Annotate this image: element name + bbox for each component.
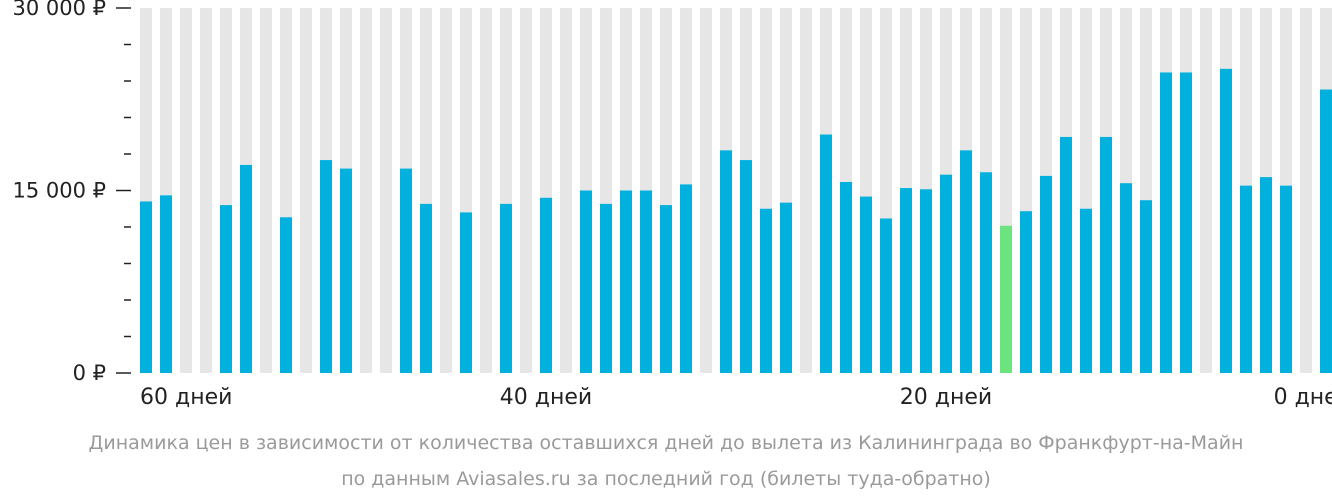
bar-slot-background (1300, 8, 1312, 373)
bar[interactable] (1260, 177, 1272, 373)
bar[interactable] (980, 172, 992, 373)
bar[interactable] (340, 168, 352, 373)
bar[interactable] (400, 168, 412, 373)
bar[interactable] (1160, 72, 1172, 373)
caption-line-2: по данным Aviasales.ru за последний год … (341, 468, 991, 490)
bars (140, 68, 1332, 374)
bar-slot-background (360, 8, 372, 373)
bar[interactable] (960, 150, 972, 373)
bar[interactable] (240, 164, 252, 373)
bar[interactable] (600, 203, 612, 373)
y-tick-label: 15 000 ₽ (12, 179, 106, 203)
bar-cheapest[interactable] (1000, 225, 1012, 373)
x-axis: 60 дней 40 дней 20 дней 0 дней (140, 385, 1332, 410)
bar[interactable] (1080, 208, 1092, 373)
bar-slot-background (440, 8, 452, 373)
bar-slot-background (380, 8, 392, 373)
bar[interactable] (1100, 136, 1112, 373)
x-tick-label: 20 дней (900, 385, 992, 410)
x-tick-label: 0 дней (1274, 385, 1332, 410)
bar[interactable] (1280, 185, 1292, 373)
bar[interactable] (140, 201, 152, 373)
bar[interactable] (160, 195, 172, 373)
bar[interactable] (280, 217, 292, 373)
bar-slot-background (700, 8, 712, 373)
bar[interactable] (660, 205, 672, 373)
bar[interactable] (780, 202, 792, 373)
bar[interactable] (900, 188, 912, 373)
bar[interactable] (1140, 200, 1152, 373)
bar[interactable] (640, 190, 652, 374)
caption-line-1: Динамика цен в зависимости от количества… (88, 432, 1244, 454)
bar[interactable] (1240, 185, 1252, 373)
bar[interactable] (920, 189, 932, 373)
y-axis: 30 000 ₽ 15 000 ₽ 0 ₽ (12, 0, 131, 385)
bar[interactable] (760, 208, 772, 373)
bar[interactable] (740, 160, 752, 373)
bar[interactable] (680, 184, 692, 373)
bar-slot-background (1200, 8, 1212, 373)
bar[interactable] (220, 205, 232, 373)
slot-backgrounds (140, 8, 1332, 373)
y-tick-label: 0 ₽ (73, 361, 106, 385)
bar-slot-background (300, 8, 312, 373)
bar[interactable] (420, 203, 432, 373)
bar[interactable] (720, 150, 732, 373)
x-tick-label: 40 дней (500, 385, 592, 410)
bar-slot-background (520, 8, 532, 373)
bar[interactable] (1060, 136, 1072, 373)
price-chart: 30 000 ₽ 15 000 ₽ 0 ₽ 60 дней 40 дней 20 дне… (12, 0, 1332, 410)
y-tick-label: 30 000 ₽ (12, 0, 106, 20)
bar-slot-background (560, 8, 572, 373)
bar[interactable] (1120, 183, 1132, 373)
bar-slot-background (800, 8, 812, 373)
bar[interactable] (460, 212, 472, 373)
bar[interactable] (500, 203, 512, 373)
bar-slot-background (180, 8, 192, 373)
bar-slot-background (200, 8, 212, 373)
bar[interactable] (880, 218, 892, 373)
bar[interactable] (860, 196, 872, 373)
bar[interactable] (1180, 72, 1192, 373)
bar[interactable] (940, 174, 952, 373)
bar[interactable] (1220, 68, 1232, 373)
bar[interactable] (620, 190, 632, 374)
bar-slot-background (260, 8, 272, 373)
bar[interactable] (840, 181, 852, 373)
bar[interactable] (820, 134, 832, 373)
bar[interactable] (1320, 89, 1332, 374)
bar[interactable] (580, 190, 592, 374)
bar[interactable] (1020, 211, 1032, 373)
bar[interactable] (1040, 175, 1052, 373)
bar[interactable] (320, 160, 332, 373)
bar-slot-background (480, 8, 492, 373)
bar[interactable] (540, 197, 552, 373)
x-tick-label: 60 дней (140, 385, 232, 410)
